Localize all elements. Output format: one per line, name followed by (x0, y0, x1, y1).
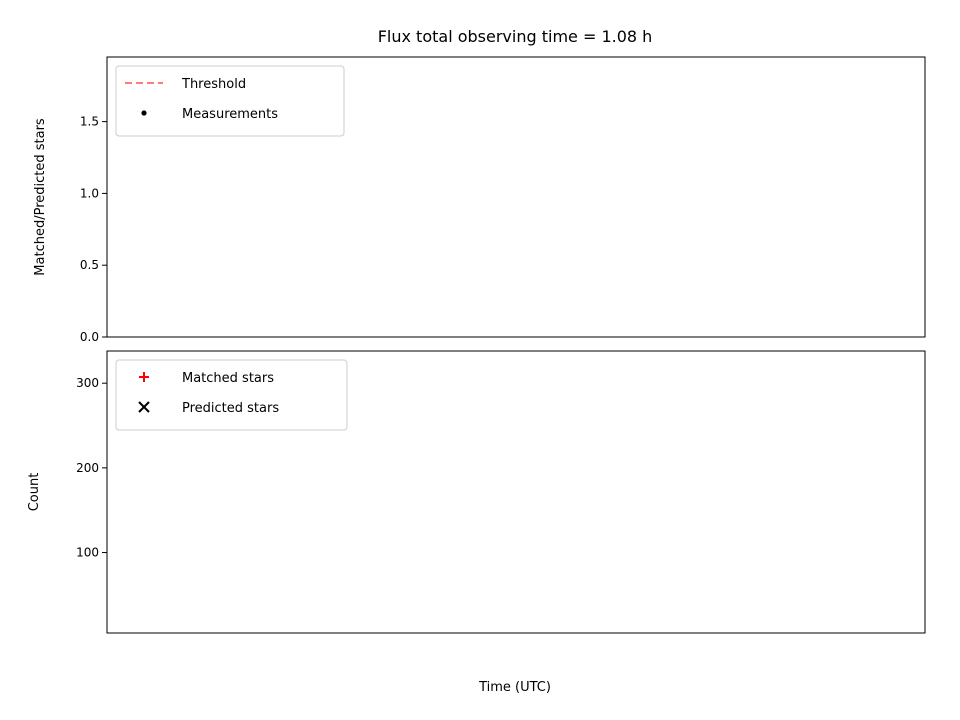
top-y-axis-label: Matched/Predicted stars (33, 118, 48, 276)
bottom-y-tick-label: 100 (76, 546, 99, 560)
top-y-tick-label: 1.5 (80, 115, 99, 129)
legend-box (115, 65, 345, 137)
bottom-y-tick-label: 200 (76, 461, 99, 475)
legend-label: Measurements (182, 107, 278, 122)
top-legend: Threshold Measurements (115, 65, 345, 137)
legend-measurement-handle (141, 110, 147, 116)
bottom-axes-frame (106, 350, 926, 634)
legend-predicted-handle (138, 401, 150, 413)
top-axes-frame (106, 56, 926, 338)
bottom-legend: Matched stars Predicted stars (115, 359, 348, 431)
chart-title: Flux total observing time = 1.08 h (378, 27, 653, 46)
legend-label: Threshold (181, 77, 246, 92)
bottom-y-tick-label: 300 (76, 376, 99, 390)
top-y-tick-label: 0.0 (80, 330, 99, 344)
legend-box (115, 359, 348, 431)
top-y-tick-label: 0.5 (80, 258, 99, 272)
x-axis-label: Time (UTC) (478, 680, 551, 695)
top-panel: 0.0 0.5 1.0 1.5 Threshold Measurements (80, 56, 926, 344)
legend-label: Matched stars (182, 371, 274, 386)
top-y-tick-label: 1.0 (80, 186, 99, 200)
bottom-panel: 10020030020:0021:0022:0023:0000:0001:000… (76, 350, 926, 634)
legend-label: Predicted stars (182, 401, 279, 416)
bottom-y-axis-label: Count (27, 473, 42, 512)
